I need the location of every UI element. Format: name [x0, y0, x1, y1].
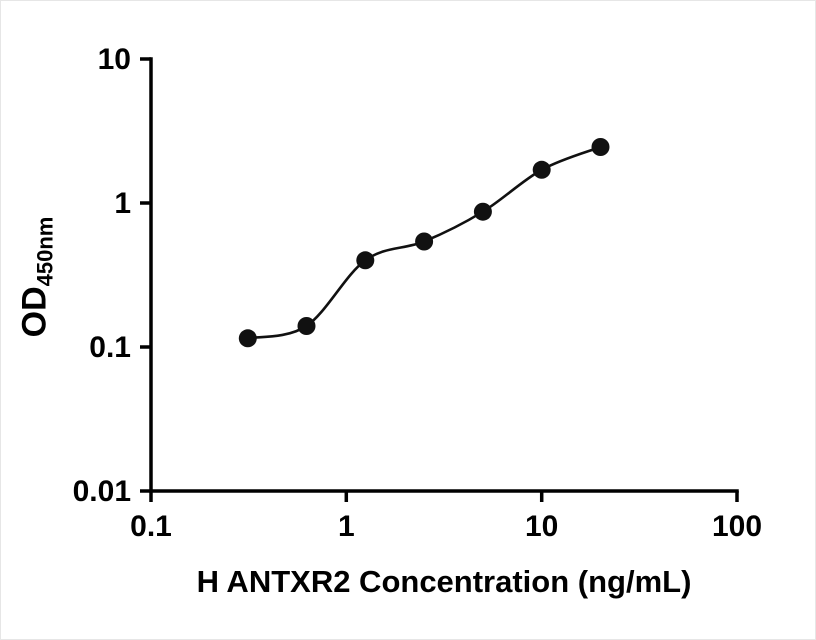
data-point	[297, 317, 316, 335]
axes	[149, 57, 739, 493]
x-axis-title: H ANTXR2 Concentration (ng/mL)	[196, 564, 692, 599]
x-tick-label: 100	[712, 510, 762, 543]
x-tick-label: 1	[338, 510, 355, 543]
data-point	[591, 138, 610, 156]
data-point	[415, 232, 434, 251]
y-axis-label-subscript: 450nm	[32, 216, 58, 287]
y-axis-label: OD450nm	[16, 217, 59, 338]
data-point	[356, 251, 375, 270]
y-axis-label-main: OD	[15, 286, 54, 338]
data-point	[238, 329, 257, 348]
x-tick-label: 0.1	[130, 510, 172, 543]
x-tick-label: 10	[525, 510, 558, 543]
data-point	[532, 160, 551, 179]
y-tick-label: 10	[98, 43, 131, 76]
data-point	[473, 202, 492, 221]
y-tick-label: 1	[114, 187, 131, 220]
y-tick-label: 0.1	[89, 331, 131, 364]
y-tick-label: 0.01	[73, 475, 131, 508]
